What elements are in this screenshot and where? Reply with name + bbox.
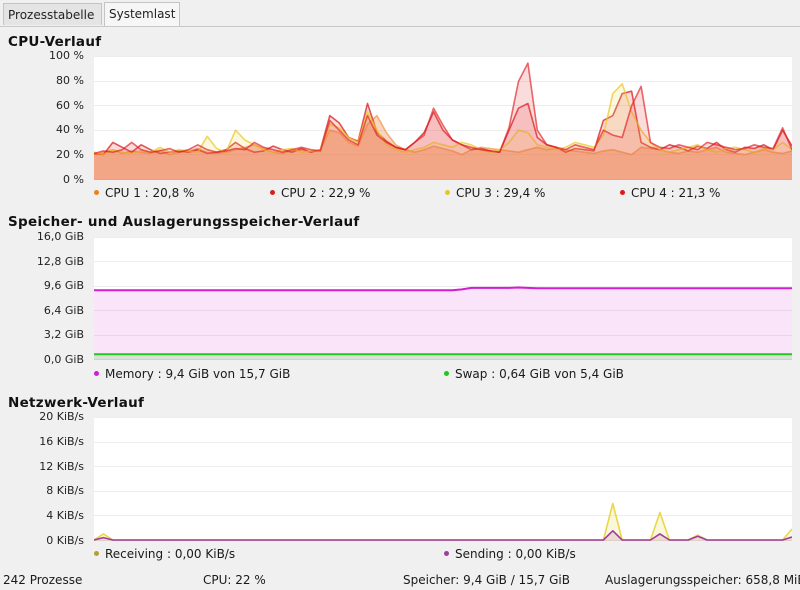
- cpu-legend-item: CPU 3 : 29,4 %: [445, 186, 545, 200]
- legend-label: Swap : 0,64 GiB von 5,4 GiB: [455, 367, 624, 381]
- cpu-section-title: CPU-Verlauf: [8, 34, 102, 50]
- series-area-receiving: [94, 503, 792, 541]
- tab-prozesstabelle[interactable]: Prozesstabelle: [3, 3, 102, 25]
- series-area-cpu-2: [94, 91, 792, 180]
- legend-label: Receiving : 0,00 KiB/s: [105, 547, 236, 561]
- legend-label: CPU 4 : 21,3 %: [631, 186, 721, 200]
- cpu-tick-label: 20 %: [56, 148, 84, 162]
- series-area-sending: [94, 530, 792, 541]
- series-line-cpu-4: [94, 62, 792, 155]
- series-area-cpu-1: [94, 115, 792, 180]
- memory-tick-label: 12,8 GiB: [36, 254, 84, 268]
- series-area-cpu-3: [94, 83, 792, 180]
- network-tick-label: 20 KiB/s: [39, 410, 84, 423]
- legend-color-dot: [270, 190, 275, 195]
- network-history-chart: [94, 417, 792, 541]
- network-tick-label: 16 KiB/s: [39, 434, 84, 448]
- cpu-history-chart: [94, 56, 792, 180]
- legend-label: CPU 1 : 20,8 %: [105, 186, 195, 200]
- tab-systemlast[interactable]: Systemlast: [104, 2, 180, 26]
- cpu-tick-label: 0 %: [63, 173, 84, 186]
- memory-tick-label: 0,0 GiB: [43, 353, 84, 366]
- legend-color-dot: [94, 190, 99, 195]
- network-tick-label: 12 KiB/s: [39, 459, 84, 473]
- cpu-tick-label: 80 %: [56, 73, 84, 87]
- cpu-tick-label: 60 %: [56, 98, 84, 112]
- network-legend-item: Sending : 0,00 KiB/s: [444, 547, 576, 561]
- status-process-count: 242 Prozesse: [3, 573, 83, 587]
- cpu-tick-label: 40 %: [56, 123, 84, 137]
- network-tick-label: 4 KiB/s: [46, 509, 84, 523]
- legend-color-dot: [444, 551, 449, 556]
- memory-legend-item: Memory : 9,4 GiB von 15,7 GiB: [94, 367, 290, 381]
- legend-label: CPU 2 : 22,9 %: [281, 186, 371, 200]
- memory-tick-label: 6,4 GiB: [43, 303, 84, 317]
- memory-legend-item: Swap : 0,64 GiB von 5,4 GiB: [444, 367, 624, 381]
- series-area-swap: [94, 354, 792, 360]
- series-area-cpu-4: [94, 63, 792, 180]
- legend-color-dot: [94, 551, 99, 556]
- series-line-memory: [94, 286, 792, 292]
- status-memory: Speicher: 9,4 GiB / 15,7 GiB: [403, 573, 570, 587]
- legend-color-dot: [445, 190, 450, 195]
- legend-color-dot: [620, 190, 625, 195]
- legend-label: CPU 3 : 29,4 %: [456, 186, 546, 200]
- memory-tick-label: 16,0 GiB: [36, 230, 84, 243]
- series-line-cpu-3: [94, 83, 792, 156]
- legend-color-dot: [444, 371, 449, 376]
- network-tick-label: 0 KiB/s: [46, 534, 84, 547]
- legend-label: Memory : 9,4 GiB von 15,7 GiB: [105, 367, 291, 381]
- cpu-legend-item: CPU 4 : 21,3 %: [620, 186, 720, 200]
- cpu-tick-label: 100 %: [49, 49, 84, 62]
- series-line-sending: [94, 530, 792, 541]
- memory-tick-label: 3,2 GiB: [43, 328, 84, 342]
- network-legend-item: Receiving : 0,00 KiB/s: [94, 547, 235, 561]
- legend-color-dot: [94, 371, 99, 376]
- tab-bar: Prozesstabelle Systemlast: [0, 0, 800, 27]
- memory-section-title: Speicher- und Auslagerungsspeicher-Verla…: [8, 214, 360, 230]
- cpu-legend-item: CPU 1 : 20,8 %: [94, 186, 194, 200]
- network-tick-label: 8 KiB/s: [46, 484, 84, 498]
- cpu-legend-item: CPU 2 : 22,9 %: [270, 186, 370, 200]
- network-section-title: Netzwerk-Verlauf: [8, 395, 145, 411]
- status-swap: Auslagerungsspeicher: 658,8 MiB: [605, 573, 800, 587]
- series-line-receiving: [94, 502, 792, 541]
- memory-tick-label: 9,6 GiB: [43, 279, 84, 293]
- memory-history-chart: [94, 237, 792, 360]
- legend-label: Sending : 0,00 KiB/s: [455, 547, 576, 561]
- status-cpu: CPU: 22 %: [203, 573, 266, 587]
- series-area-memory: [94, 287, 792, 360]
